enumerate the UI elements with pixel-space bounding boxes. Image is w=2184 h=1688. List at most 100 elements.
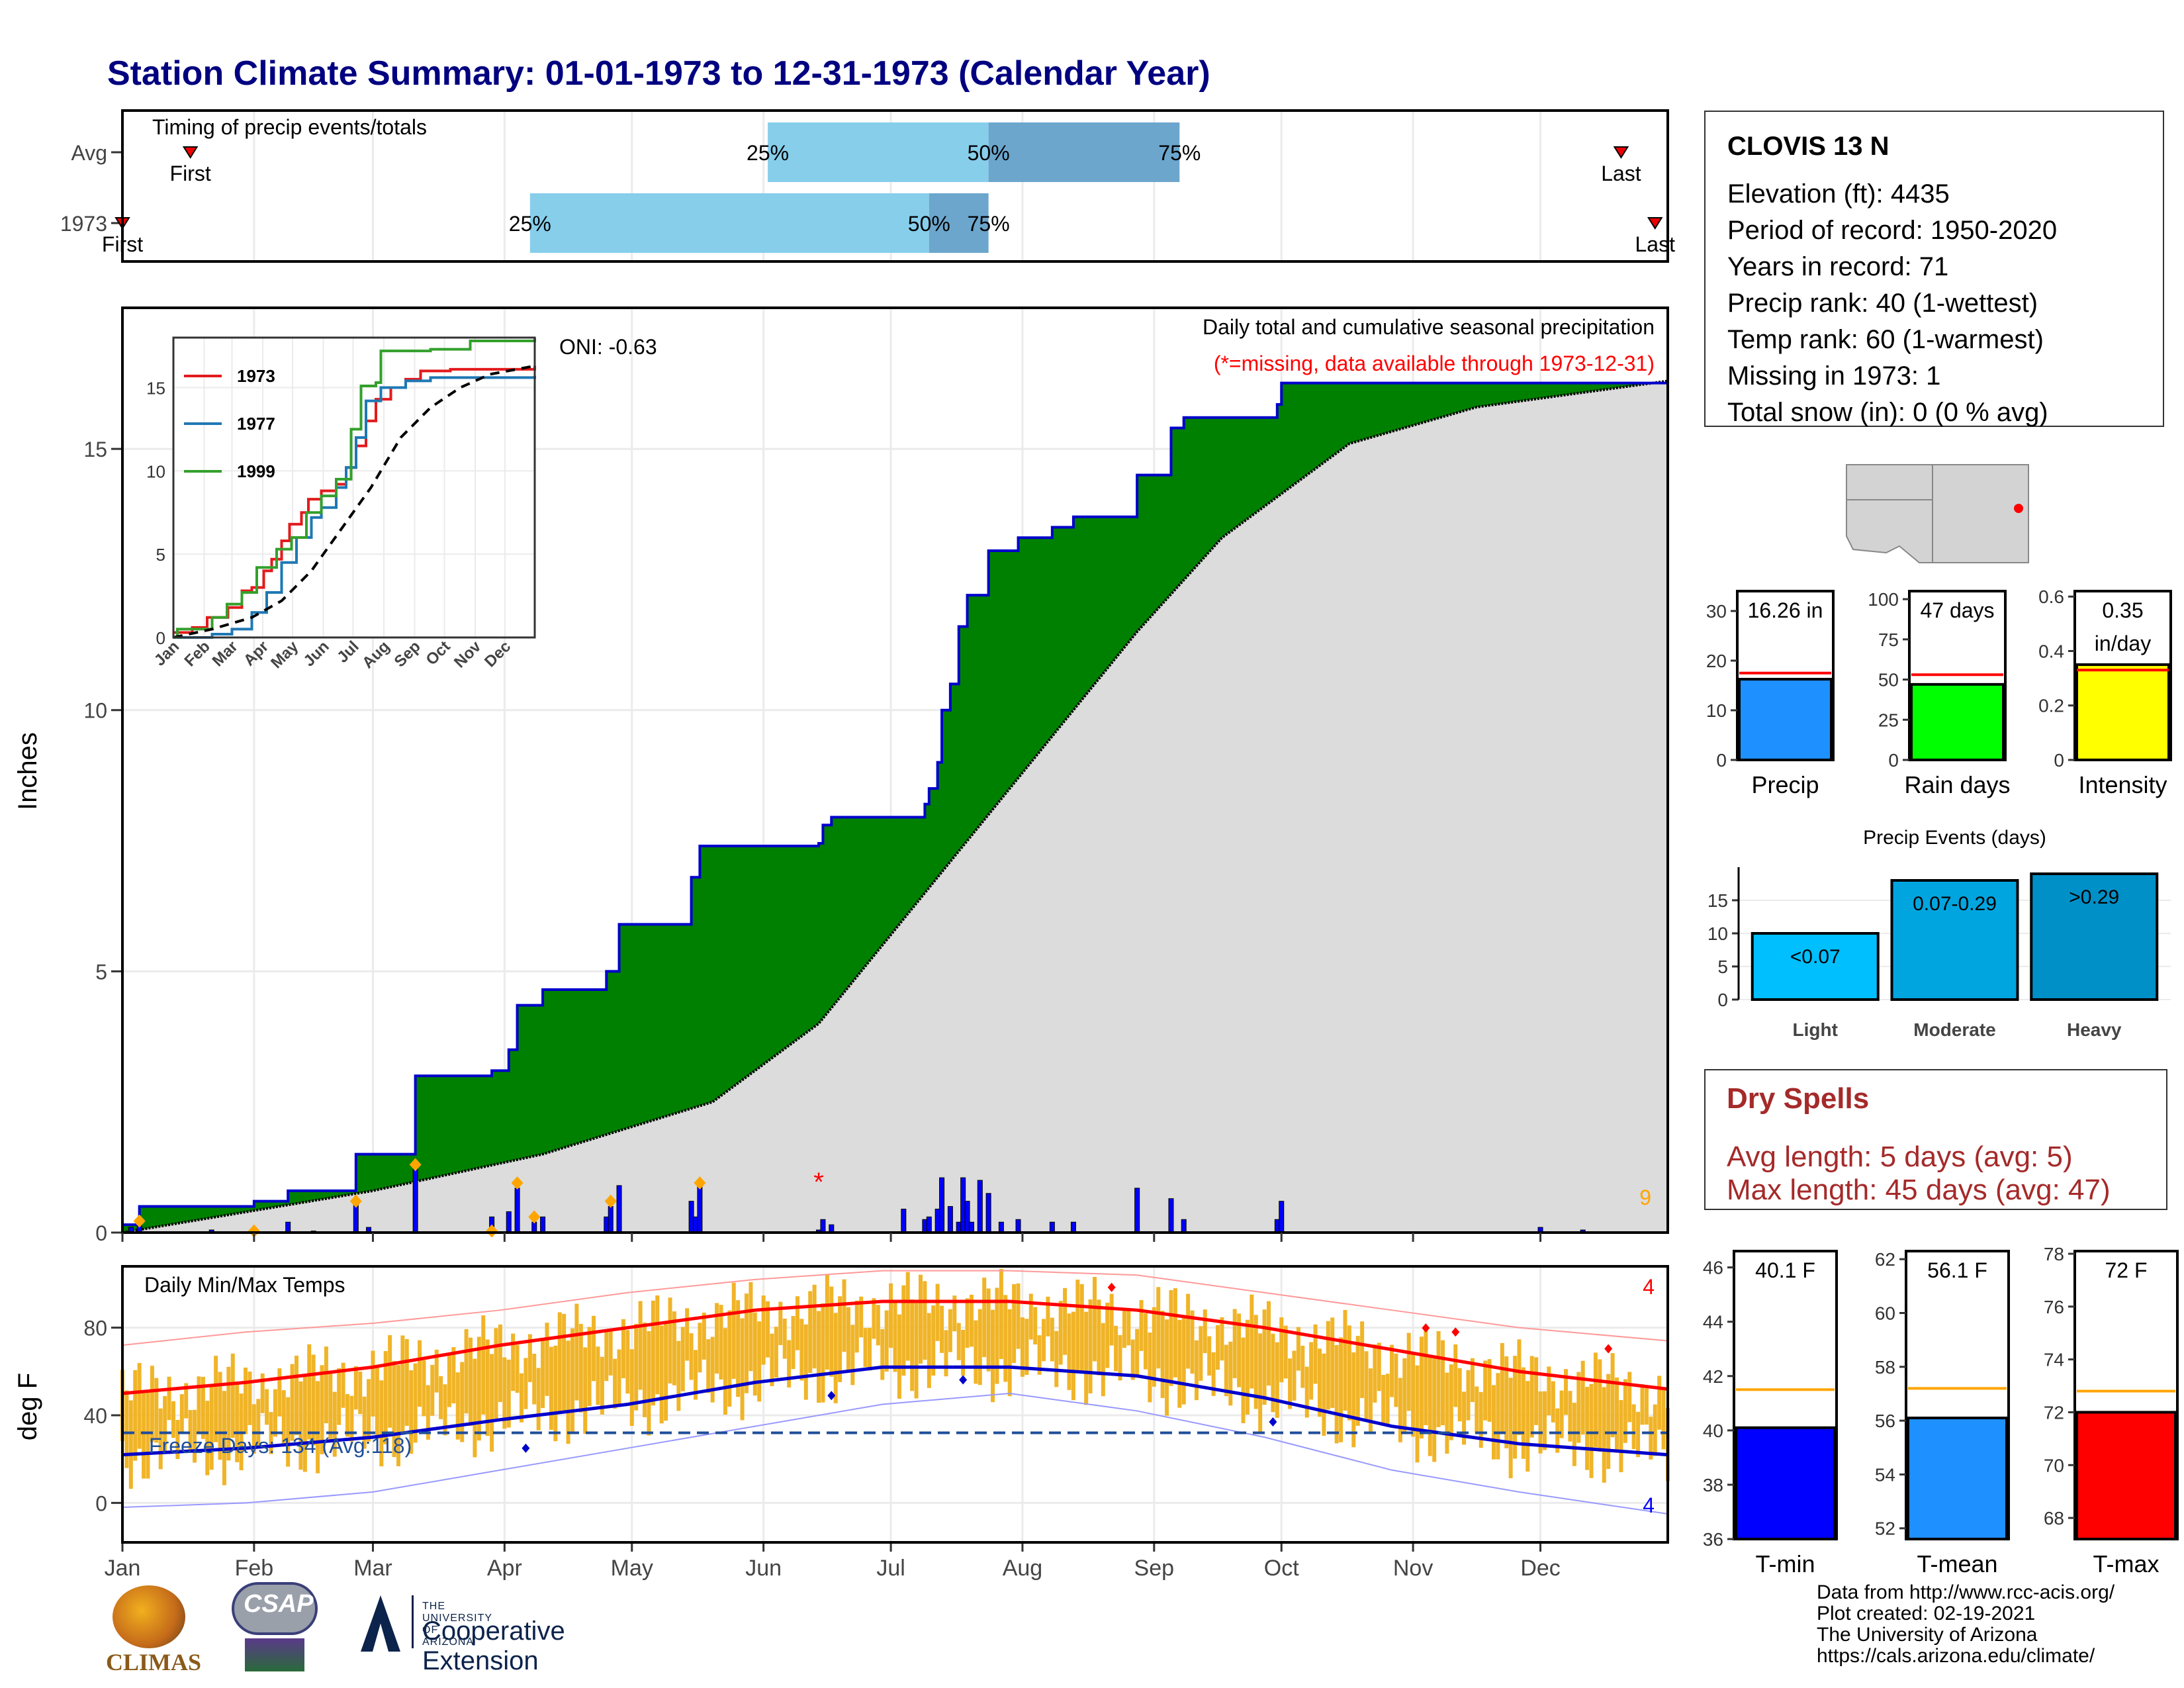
record-low-count: 4	[1643, 1493, 1655, 1517]
summary-t-min-label: T-min	[1756, 1550, 1815, 1577]
daily-temp-bar	[506, 1359, 511, 1428]
normal-min-line	[122, 1365, 1668, 1457]
last-event-marker	[1613, 146, 1629, 159]
main-y-tick-label: 15	[83, 438, 107, 461]
daily-temp-bar	[736, 1300, 741, 1397]
summary-t-min-y-tick-label: 38	[1703, 1475, 1723, 1495]
daily-temp-bar	[625, 1330, 630, 1394]
daily-temp-bar	[1028, 1293, 1033, 1340]
daily-temp-bar	[744, 1293, 749, 1393]
temp-summary-charts: 36 38 40 42 44 46 40.1 F T-min 52 54 56 58 60 62 56.1 …	[1703, 1244, 2179, 1577]
daily-temp-bar	[273, 1389, 277, 1437]
record-high-count: 4	[1643, 1275, 1655, 1299]
daily-temp-bar	[1122, 1307, 1126, 1348]
daily-temp-bar	[1343, 1309, 1347, 1411]
daily-temp-bar	[549, 1346, 553, 1430]
daily-temp-bar	[1368, 1368, 1373, 1434]
record-high-marker	[1451, 1327, 1460, 1337]
daily-temp-bar	[295, 1355, 299, 1435]
summary-rain-days-y-tick-label: 100	[1868, 589, 1899, 610]
ua-big-text: Cooperative Extension	[422, 1617, 565, 1675]
events-y-tick-label: 10	[1707, 923, 1728, 944]
month-label: Jul	[876, 1556, 905, 1581]
climas-emblem	[113, 1585, 185, 1648]
daily-temp-bar	[1644, 1388, 1649, 1425]
daily-temp-bar	[171, 1401, 175, 1438]
daily-temp-bar	[332, 1391, 337, 1457]
summary-t-min-bar	[1735, 1426, 1836, 1541]
last-event-marker	[1647, 217, 1663, 230]
summary-t-min-y-tick-label: 44	[1703, 1312, 1723, 1333]
summary-t-max-y-tick-label: 76	[2044, 1297, 2064, 1317]
daily-temp-bar	[808, 1291, 813, 1374]
daily-temp-bar	[1525, 1381, 1530, 1472]
daily-temp-bar	[201, 1377, 205, 1439]
daily-temp-bar	[214, 1356, 218, 1442]
daily-temp-bar	[1551, 1381, 1555, 1423]
precip-summary-charts: 0 10 20 30 16.26 in Precip 0 25 50 75 100 47 days Ra…	[1706, 586, 2172, 798]
summary-t-max-value-label: 72 F	[2105, 1258, 2147, 1282]
daily-temp-bar	[1156, 1287, 1161, 1369]
footer-credits: Data from http://www.rcc-acis.org/ Plot …	[1817, 1582, 2115, 1667]
record-low-marker	[522, 1443, 530, 1453]
record-precip-marker	[528, 1210, 541, 1224]
daily-temp-bar	[999, 1268, 1003, 1360]
daily-temp-bar	[1657, 1376, 1662, 1430]
inset-y-tick-label: 0	[156, 628, 165, 648]
daily-temp-bar	[1360, 1321, 1365, 1398]
daily-temp-bar	[566, 1340, 570, 1444]
daily-temp-bar	[1177, 1319, 1182, 1408]
record-min-line	[122, 1392, 1668, 1515]
daily-temp-bar	[404, 1338, 409, 1426]
daily-temp-bar	[400, 1335, 405, 1432]
daily-temp-bar	[974, 1320, 978, 1384]
summary-intensity-bar	[2075, 663, 2170, 762]
daily-temp-bar	[1224, 1344, 1228, 1397]
summary-rain-days-y-tick-label: 50	[1878, 670, 1899, 690]
timing-bar-25-50	[768, 122, 989, 182]
record-max-line	[122, 1270, 1668, 1346]
daily-temp-bar	[298, 1381, 303, 1470]
daily-temp-bar	[1126, 1310, 1131, 1346]
daily-temp-bar	[702, 1312, 706, 1360]
daily-temp-bar	[498, 1324, 502, 1402]
temp-frame	[121, 1265, 1669, 1544]
inset-frame	[172, 336, 536, 639]
daily-temp-bar	[1334, 1344, 1339, 1444]
daily-temp-bar	[872, 1298, 876, 1339]
daily-temp-bar	[774, 1327, 778, 1378]
daily-temp-bar	[1271, 1333, 1275, 1413]
summary-t-mean-y-tick-label: 62	[1875, 1249, 1895, 1270]
daily-temp-bar	[545, 1323, 549, 1396]
daily-temp-bar	[1216, 1325, 1220, 1370]
daily-temp-bar	[218, 1372, 222, 1460]
record-precip-marker	[409, 1158, 422, 1172]
temp-y-tick-label: 40	[83, 1404, 107, 1428]
daily-temp-bar	[1330, 1317, 1335, 1408]
timing-label-75: 75%	[968, 212, 1010, 236]
daily-temp-bar	[668, 1297, 672, 1383]
main-annotation-missing: (*=missing, data available through 1973-…	[1214, 352, 1655, 375]
daily-temp-bar	[889, 1283, 893, 1348]
daily-precip-bar	[926, 1216, 932, 1233]
daily-temp-bar	[1542, 1391, 1547, 1450]
daily-precip-bar	[1181, 1219, 1187, 1233]
daily-temp-bar	[1615, 1377, 1619, 1453]
daily-temp-bar	[1462, 1391, 1467, 1445]
daily-temp-bar	[388, 1335, 392, 1428]
summary-rain-days-bar	[1910, 682, 2005, 762]
daily-temp-bar	[281, 1390, 286, 1446]
daily-temp-bar	[969, 1294, 974, 1347]
daily-temp-bar	[1419, 1336, 1424, 1439]
daily-temp-bar	[1653, 1404, 1657, 1456]
daily-temp-bar	[519, 1373, 523, 1423]
daily-temp-bar	[782, 1318, 787, 1359]
daily-temp-bar	[158, 1408, 163, 1470]
daily-temp-bar	[324, 1346, 328, 1424]
daily-temp-bar	[230, 1353, 235, 1438]
daily-temp-bar	[876, 1305, 880, 1346]
daily-temp-bar	[341, 1362, 345, 1408]
summary-rain-days-label: Rain days	[1904, 771, 2010, 798]
summary-t-max-y-tick-label: 74	[2044, 1350, 2064, 1370]
summary-intensity-y-tick-label: 0.2	[2038, 696, 2064, 716]
